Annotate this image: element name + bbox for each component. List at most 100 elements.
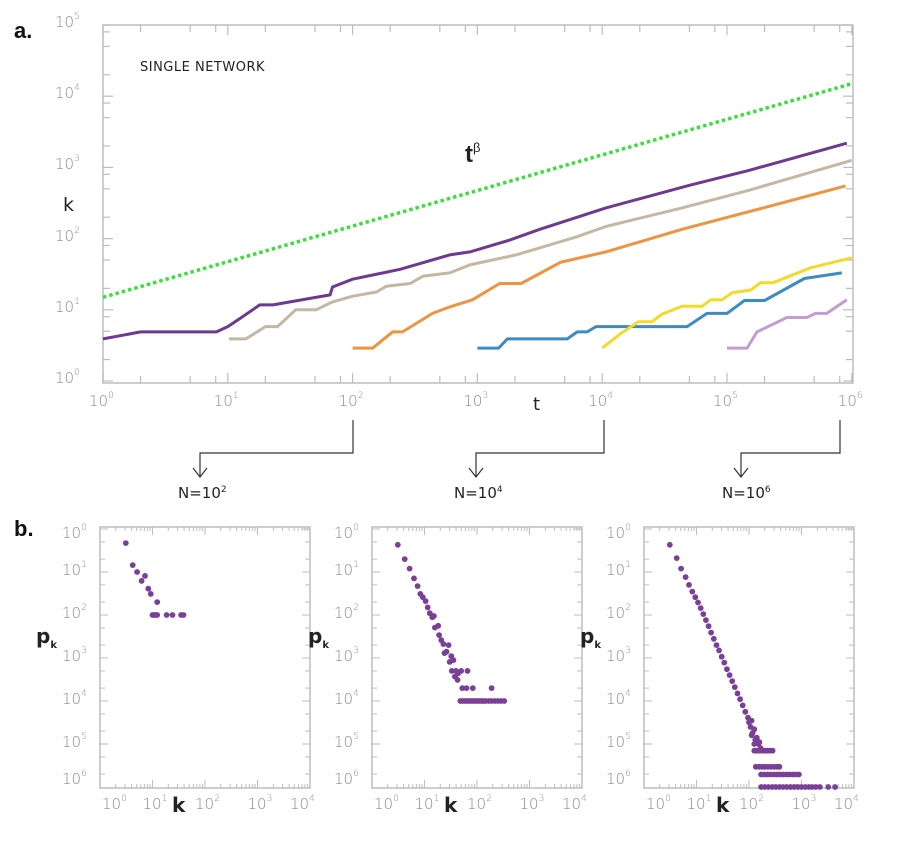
y-tick-label-base: 10 [62,733,82,751]
x-tick-label-base: 10 [562,795,582,813]
data-point [751,726,758,733]
y-tick-label: 104 [62,690,87,708]
y-tick-label-exp: 0 [625,523,631,533]
data-point [436,632,442,638]
x-tick-label-base: 10 [290,795,310,813]
data-point [501,698,508,704]
y-tick-label-exp: 4 [625,689,631,699]
data-point [450,657,457,664]
y-tick-label-base: 10 [62,561,82,579]
y-tick-label-exp: 1 [353,560,359,570]
y-tick-label: 105 [606,733,631,751]
x-tick-label-base: 10 [338,392,358,410]
panel-a-label: a. [14,18,33,43]
data-point [695,599,701,606]
panel-title-N: N=106 [722,486,771,501]
y-tick-label: 101 [55,297,80,315]
x-tick-label: 103 [247,795,273,813]
data-point [673,555,680,561]
x-tick-label-exp: 4 [853,794,859,804]
y-tick-label-base: 10 [55,226,75,245]
degree-series-line-3 [352,184,846,350]
y-tick-label-base: 10 [62,647,82,665]
data-point [812,784,819,790]
power-law-reference-line [102,82,853,299]
y-tick-label-exp: 0 [81,523,87,533]
data-point [180,612,187,618]
x-tick-label-base: 10 [89,392,109,410]
data-point [751,741,758,747]
data-point [726,672,733,678]
y-tick-label-exp: 2 [353,603,359,613]
x-tick-label: 101 [214,391,239,409]
data-point [443,648,450,655]
data-point [708,629,714,636]
y-axis-title-base: p [308,624,323,648]
y-tick-label-exp: 6 [353,769,359,779]
y-axis-title: pk [308,626,329,651]
panel-title-base: N=10 [454,484,497,502]
x-tick-label-exp: 6 [856,391,863,401]
data-point [721,659,728,666]
data-point [459,685,466,691]
data-point [431,613,437,619]
data-point [689,588,696,595]
annotation-base: t [465,141,473,168]
x-tick-label-exp: 5 [732,391,738,401]
data-point [169,612,176,618]
y-tick-label-base: 10 [55,155,75,174]
y-tick-label-base: 10 [606,561,626,579]
x-tick-label-exp: 2 [357,391,364,401]
data-point [734,690,741,697]
x-tick-label-exp: 1 [232,391,239,401]
x-tick-label: 105 [713,391,738,409]
y-tick-label-base: 10 [606,770,626,788]
plot-frame-b3 [643,526,855,789]
data-point [731,684,738,690]
y-tick-label-exp: 4 [353,689,359,699]
y-tick-label-base: 10 [606,733,626,751]
panel-title-N: N=104 [454,486,503,501]
data-point [713,642,720,648]
data-point [142,573,148,579]
data-point [748,732,755,739]
y-tick-label-base: 10 [62,604,82,622]
connector-arrow-1 [475,420,605,476]
panel-title-exp: 4 [496,485,503,495]
connector-arrow-2 [740,420,841,476]
data-point [686,582,692,588]
x-tick-label: 100 [374,795,399,813]
annotation-sup: β [473,140,481,155]
data-point [756,739,763,746]
y-tick-label-exp: 4 [74,83,80,94]
x-tick-label: 102 [467,795,492,812]
x-tick-label-base: 10 [247,795,267,813]
data-point [718,653,725,660]
y-axis-title-sub: k [322,640,329,651]
y-tick-label: 103 [606,647,631,664]
x-tick-label-base: 10 [834,795,854,813]
x-axis-title: k [444,795,457,815]
data-point [440,641,447,647]
data-point [753,734,760,741]
data-point [414,583,421,589]
data-point [703,617,709,623]
x-tick-label-base: 10 [374,795,394,813]
data-point [394,541,401,548]
data-point [454,677,461,683]
y-tick-label-base: 10 [606,690,626,708]
data-point [666,541,673,548]
y-axis-title: k [63,196,74,215]
data-point [825,784,832,790]
y-tick-label: 104 [606,689,631,708]
y-tick-label-exp: 1 [625,560,631,570]
y-tick-label-base: 10 [55,369,75,387]
data-point [737,696,743,703]
y-tick-label-base: 10 [62,690,82,708]
y-tick-label-exp: 2 [625,603,631,613]
x-tick-label-exp: 1 [161,794,168,804]
data-point [832,784,838,790]
x-tick-label-base: 10 [791,795,811,813]
x-axis-title: k [172,795,185,815]
data-point [817,784,823,790]
